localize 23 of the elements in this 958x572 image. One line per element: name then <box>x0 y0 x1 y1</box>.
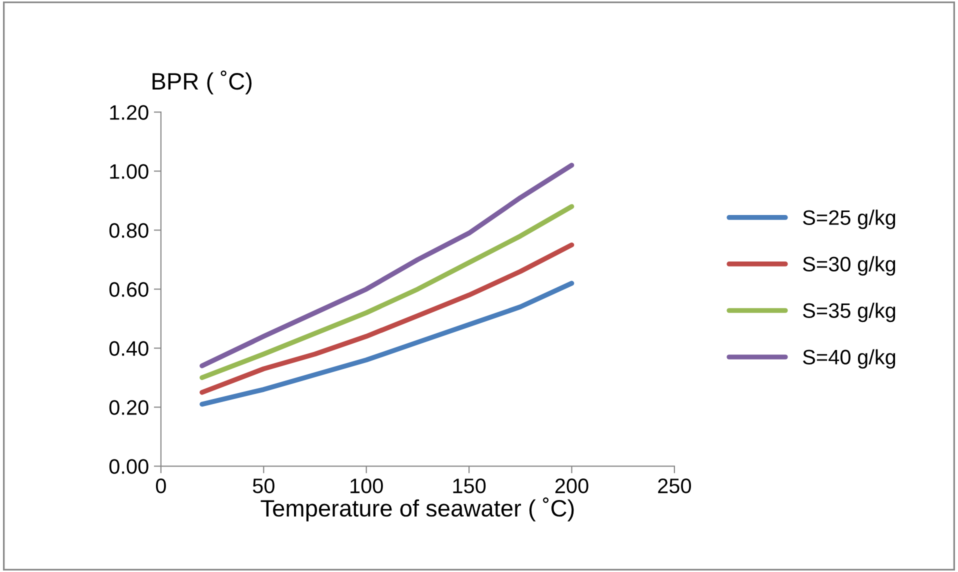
line-series <box>200 242 574 395</box>
x-tick-label: 0 <box>156 478 166 494</box>
x-axis-title: Temperature of seawater ( ˚C) <box>260 497 574 522</box>
y-tick-label: 0.80 <box>109 223 148 238</box>
y-tick-label: 0.60 <box>109 282 148 297</box>
y-tick-label: 0.00 <box>109 459 148 474</box>
y-tick-label: 1.20 <box>110 105 148 120</box>
legend-label: S=25 g/kg <box>802 210 896 230</box>
x-tick-label: 50 <box>252 478 274 494</box>
legend-label: S=35 g/kg <box>802 302 896 322</box>
x-tick-label: 100 <box>350 478 383 494</box>
y-tick-label: 1.00 <box>110 164 148 179</box>
y-tick-label: 0.20 <box>109 400 148 415</box>
legend-label: S=40 g/kg <box>802 349 896 369</box>
x-tick-label: 150 <box>453 478 486 494</box>
y-tick-label: 0.40 <box>109 341 148 356</box>
line-series <box>200 204 574 380</box>
y-axis-title: BPR ( ˚C) <box>152 70 252 94</box>
line-series <box>200 280 574 407</box>
x-tick-label: 250 <box>658 478 691 494</box>
legend-label: S=30 g/kg <box>802 256 896 276</box>
line-series <box>200 162 574 368</box>
x-tick-label: 200 <box>555 478 588 494</box>
